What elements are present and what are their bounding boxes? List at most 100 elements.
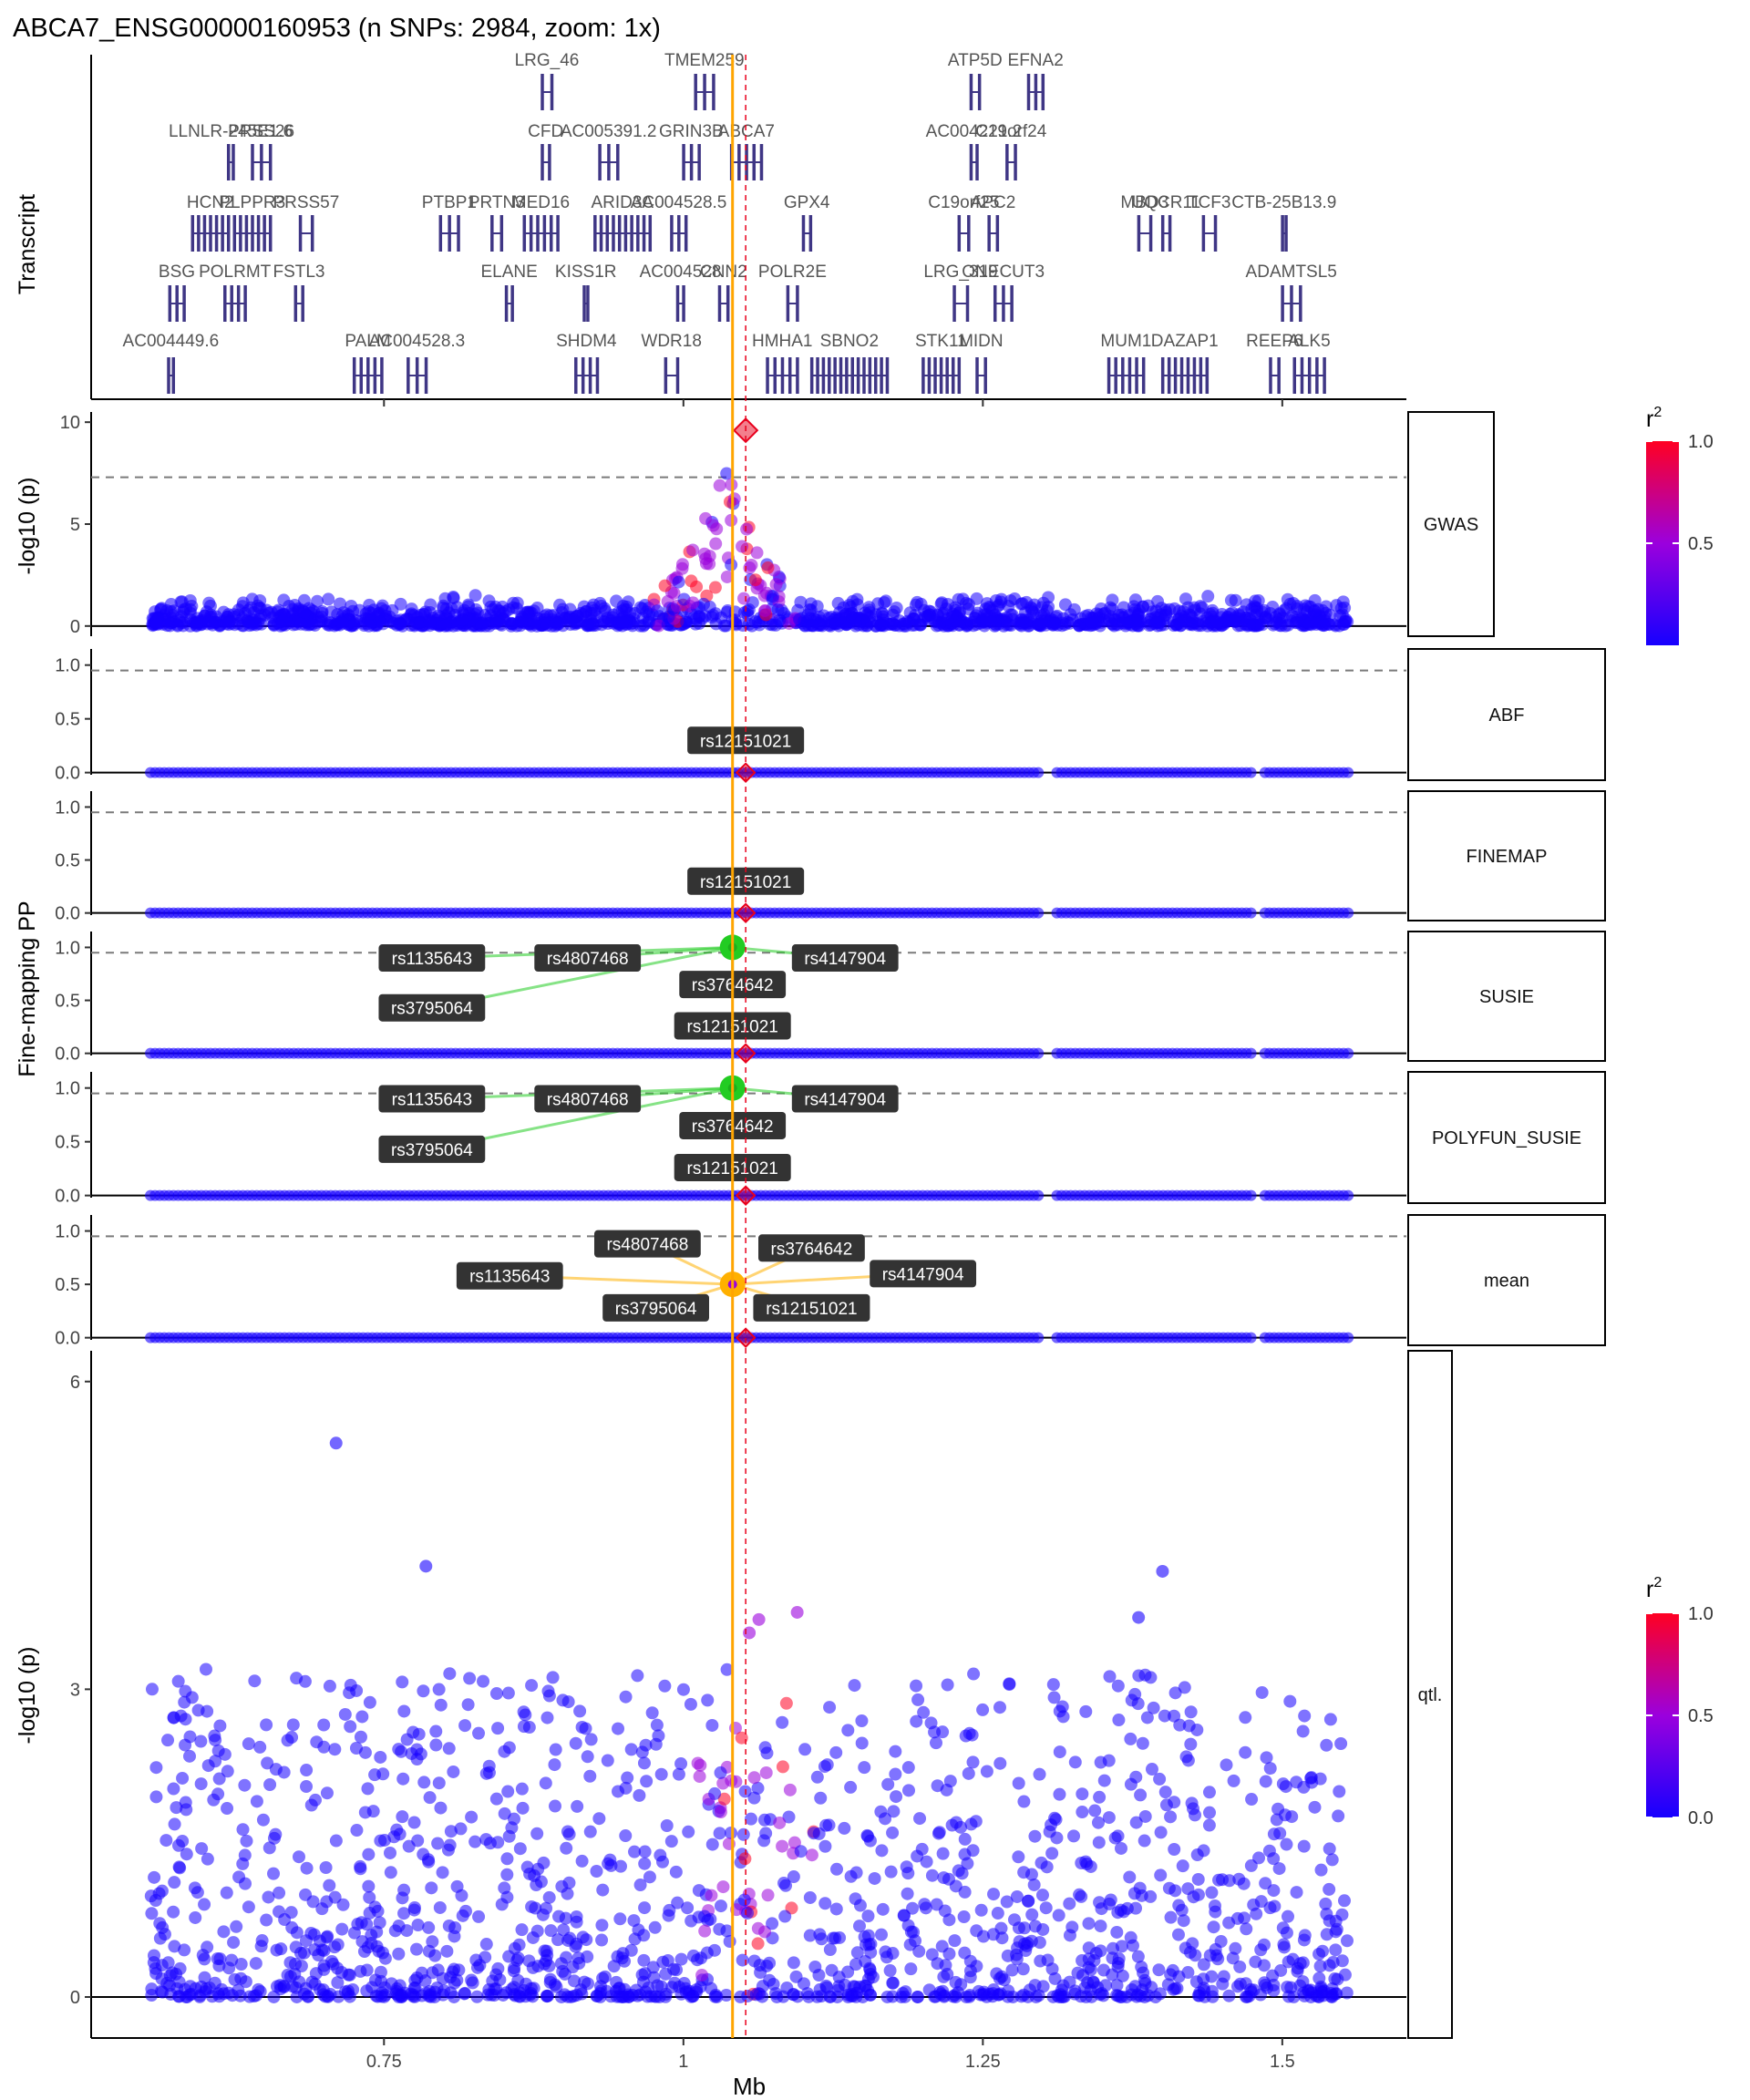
gene-exon <box>1201 215 1206 252</box>
qtl-point <box>1053 1745 1066 1759</box>
gwas-point <box>364 606 377 620</box>
qtl-point <box>512 1938 526 1951</box>
gene-exon <box>850 357 855 394</box>
qtl-point <box>1313 1772 1327 1786</box>
gwas-point <box>1249 594 1262 608</box>
qtl-point <box>940 1783 953 1796</box>
qtl-point <box>962 1766 975 1780</box>
gwas-point <box>941 612 954 626</box>
gene-exon <box>682 285 685 322</box>
gene-label: HMHA1 <box>752 332 813 351</box>
qtl-point <box>161 1734 175 1747</box>
pp-point <box>1343 767 1354 778</box>
gwas-point <box>547 609 561 623</box>
gwas-point <box>1333 619 1346 633</box>
qtl-point <box>604 1858 618 1872</box>
qtl-point <box>890 1790 903 1804</box>
qtl-point <box>1124 1777 1138 1791</box>
qtl-point <box>1181 1754 1195 1767</box>
qtl-point <box>747 1771 761 1785</box>
gwas-point <box>322 592 335 606</box>
qtl-point <box>1097 1774 1111 1787</box>
qtl-point <box>554 1957 568 1971</box>
qtl-point <box>751 1781 765 1795</box>
gwas-point <box>297 605 311 619</box>
snp-label: rs3795064 <box>391 1000 473 1019</box>
gwas-point <box>1174 609 1188 623</box>
gene-exon <box>745 144 748 180</box>
qtl-point <box>573 1704 587 1718</box>
qtl-point <box>149 1967 163 1981</box>
legend-title-r: r <box>1646 1577 1653 1602</box>
qtl-point <box>798 1743 812 1756</box>
qtl-point <box>1326 1955 1340 1969</box>
qtl-point <box>596 1971 610 1985</box>
legend-title: r2 <box>1646 1575 1662 1602</box>
gene-label: KISS1R <box>555 262 617 282</box>
legend-tick-label: 0.5 <box>1688 534 1714 554</box>
qtl-point <box>954 1820 968 1834</box>
gwas-point <box>658 579 672 592</box>
legend-tick-label: 1.0 <box>1688 1604 1714 1624</box>
gene-exon <box>983 357 987 394</box>
qtl-point <box>751 1937 765 1951</box>
qtl-point <box>1182 1719 1196 1733</box>
qtl-point <box>782 1810 796 1824</box>
gene-exon <box>801 215 806 252</box>
qtl-point <box>676 1683 690 1696</box>
lead-snp-marker <box>735 1327 757 1348</box>
qtl-point <box>1227 1774 1240 1787</box>
gene-c19orf24: C19orf24 <box>975 122 1047 180</box>
gene-exon <box>945 357 949 394</box>
qtl-point <box>501 1785 515 1798</box>
finemapping-y-label: Fine-mapping PP <box>15 901 40 1076</box>
snp-label-box <box>791 1085 899 1113</box>
gene-llnlr-245e1-6: LLNLR-245E1.6 <box>169 122 293 180</box>
qtl-point <box>1033 1936 1046 1950</box>
gwas-point <box>968 612 982 625</box>
qtl-point <box>674 1757 688 1771</box>
qtl-point <box>232 1870 246 1884</box>
gene-exon <box>1199 357 1203 394</box>
gene-exon <box>828 357 831 394</box>
gwas-point <box>805 619 818 633</box>
qtl-point <box>544 1924 558 1938</box>
gene-label: APC2 <box>971 193 1016 212</box>
legend-tick-label: 0.0 <box>1688 1808 1714 1828</box>
qtl-point <box>452 1963 466 1977</box>
gene-label: PALM <box>345 332 390 351</box>
gene-abca7: ABCA7 <box>718 122 775 180</box>
qtl-point <box>910 1714 923 1728</box>
qtl-point <box>808 1960 822 1973</box>
qtl-point <box>354 1862 367 1876</box>
gene-ptbp1: PTBP1 <box>422 193 477 252</box>
gene-label: FSTL3 <box>273 262 324 282</box>
gene-exon <box>182 285 186 322</box>
facet-strip <box>1407 1071 1606 1204</box>
qtl-point <box>230 1920 243 1933</box>
gene-ac004221-2: AC004221.2 <box>926 122 1022 180</box>
pp-point <box>1033 1332 1045 1343</box>
snp-label: rs4147904 <box>804 1090 886 1109</box>
gene-sbno2: SBNO2 <box>809 332 890 394</box>
qtl-point <box>1239 1745 1252 1759</box>
qtl-point <box>743 1626 757 1640</box>
qtl-point <box>1071 1966 1085 1980</box>
qtl-point <box>991 1907 1004 1920</box>
snp-label-box <box>378 1085 486 1113</box>
qtl-point <box>1076 1787 1089 1801</box>
y-tick-label: 0.5 <box>55 710 80 730</box>
qtl-point <box>465 1810 479 1824</box>
legend-tick-label: 1.0 <box>1688 432 1714 452</box>
qtl-point <box>936 1725 950 1739</box>
qtl-point <box>708 1786 722 1800</box>
gene-exon <box>689 144 694 180</box>
snp-label: rs12151021 <box>766 1300 857 1319</box>
gene-onecut3: ONECUT3 <box>962 262 1045 322</box>
qtl-point <box>829 1745 843 1759</box>
gwas-point <box>771 603 785 617</box>
gene-exon <box>951 357 955 394</box>
qtl-point <box>725 1826 738 1839</box>
qtl-point <box>561 1887 574 1900</box>
qtl-point <box>543 1975 557 1989</box>
